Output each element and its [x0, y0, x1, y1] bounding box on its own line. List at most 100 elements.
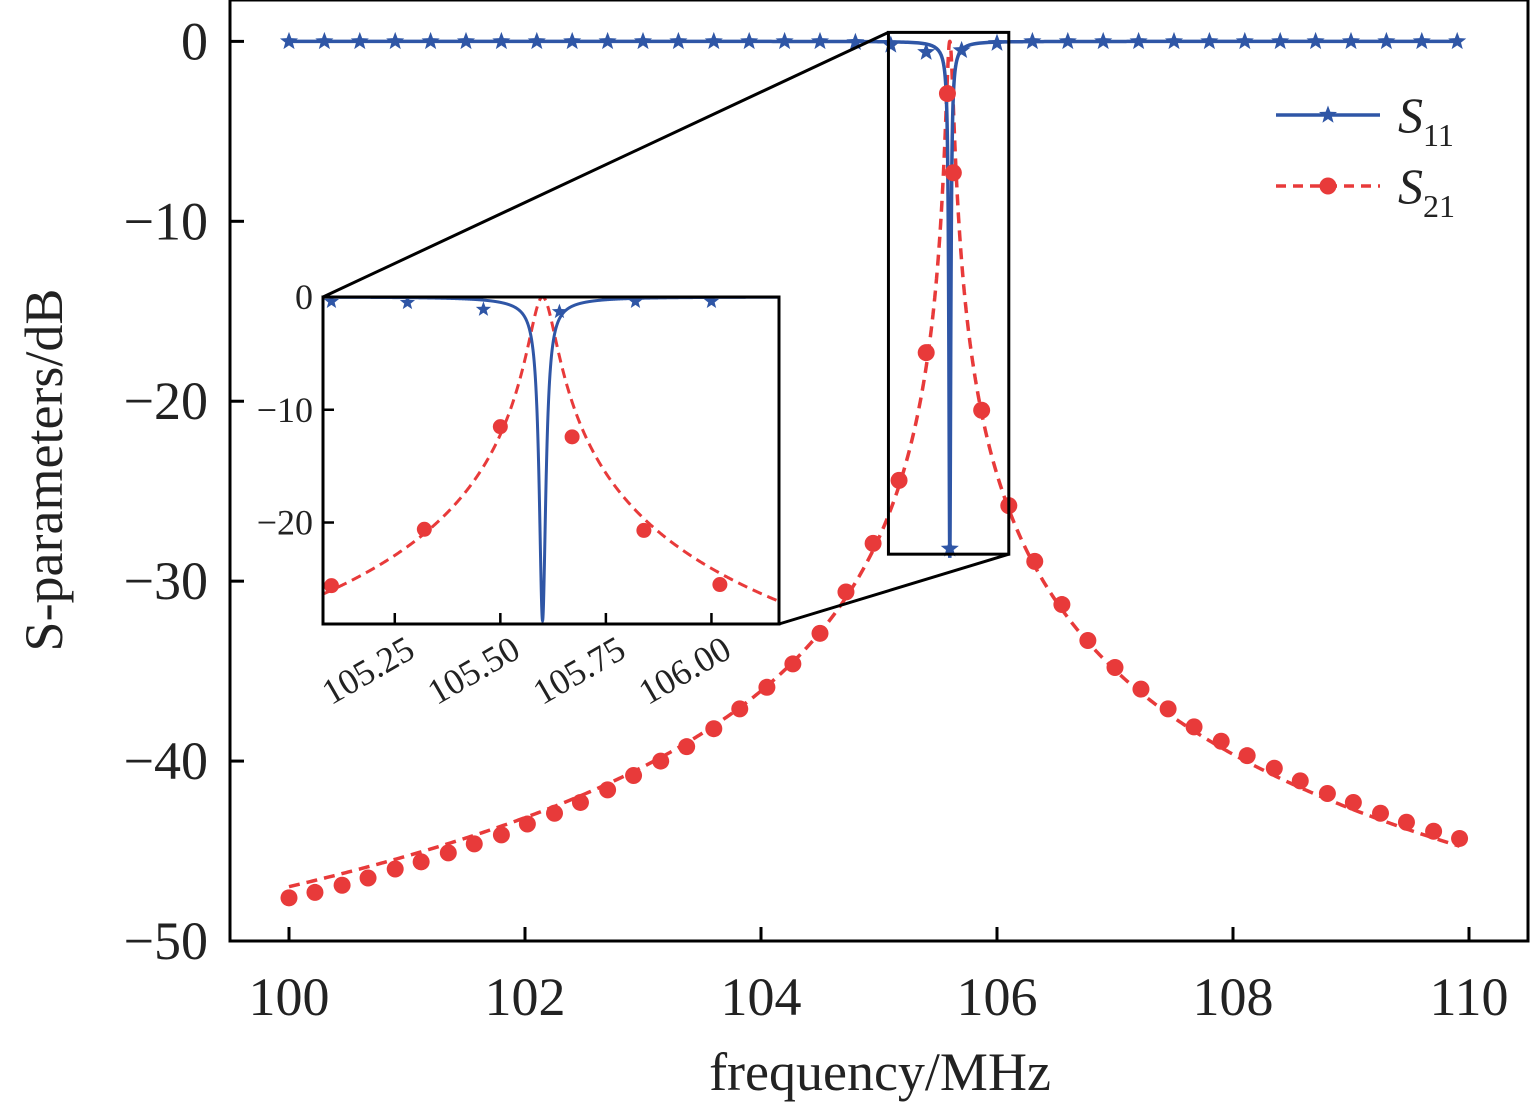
x-tick-label: 100 — [249, 967, 330, 1027]
main-point-s21 — [837, 583, 855, 601]
main-point-s21 — [1053, 596, 1071, 614]
main-point-s21 — [1372, 804, 1389, 822]
y-tick-label: −10 — [124, 191, 208, 251]
main-point-s11 — [633, 31, 653, 50]
inset-point-s11 — [703, 297, 720, 308]
inset-series-line-s21 — [323, 297, 779, 603]
x-axis-title: frequency/MHz — [709, 1042, 1051, 1102]
main-point-s11 — [1306, 31, 1325, 50]
inset-point-s21 — [712, 577, 728, 593]
x-tick-label: 106 — [957, 967, 1038, 1027]
zoom-box — [886, 30, 1011, 556]
x-tick-label: 108 — [1193, 967, 1274, 1027]
main-point-s21 — [973, 401, 991, 419]
y-tick-label: −20 — [124, 371, 208, 431]
main-point-s21 — [546, 804, 563, 822]
main-point-s21 — [1425, 822, 1443, 840]
main-point-s21 — [917, 344, 935, 362]
main-point-s11 — [421, 31, 440, 50]
main-point-s21 — [1238, 747, 1256, 765]
main-point-s11 — [492, 31, 511, 50]
main-point-s21 — [333, 876, 351, 894]
main-point-s21 — [359, 869, 377, 887]
main-point-s11 — [917, 42, 936, 60]
inset-background — [323, 297, 779, 624]
zoom-connector-top — [322, 31, 890, 299]
inset-frame — [321, 295, 781, 626]
main-point-s11 — [1129, 31, 1148, 50]
main-point-s11 — [940, 539, 959, 557]
inset-point-s11 — [323, 297, 340, 308]
main-point-s21 — [518, 815, 536, 833]
main-point-s21 — [938, 85, 956, 103]
main-point-s21 — [944, 164, 962, 182]
main-point-s11 — [1235, 31, 1254, 50]
main-point-s21 — [811, 624, 829, 642]
main-point-s11 — [881, 35, 900, 53]
main-point-s21 — [280, 889, 298, 907]
legend-s11-label: S11 — [1398, 87, 1454, 153]
main-point-s21 — [1212, 732, 1230, 750]
main-point-s21 — [758, 678, 776, 696]
main-point-s21 — [1026, 552, 1044, 570]
main-point-s11 — [1377, 31, 1396, 50]
inset-point-s21 — [636, 522, 652, 538]
main-point-s21 — [784, 655, 802, 673]
main-point-s21 — [492, 826, 510, 844]
main-point-s11 — [987, 33, 1007, 51]
main-point-s11 — [1058, 31, 1077, 50]
main-point-s11 — [669, 31, 688, 50]
main-point-s21 — [1451, 829, 1469, 847]
inset-y-tick-label: −20 — [257, 503, 313, 543]
main-point-s21 — [1132, 680, 1150, 698]
main-point-s21 — [1079, 632, 1097, 650]
main-point-s11 — [350, 31, 369, 50]
legend-s21-label: S21 — [1398, 158, 1455, 224]
main-markers — [279, 31, 1469, 907]
inset-point-s11 — [399, 297, 416, 310]
inset-y-tick-label: −10 — [257, 390, 313, 430]
main-series-line-s21 — [288, 39, 1461, 889]
main-point-s21 — [1265, 759, 1283, 777]
zoom-indicator — [322, 30, 1011, 626]
y-tick-label: −50 — [124, 911, 208, 971]
main-point-s21 — [465, 835, 483, 853]
y-tick-label: 0 — [181, 11, 208, 71]
main-point-s21 — [571, 793, 589, 811]
main-point-s11 — [1023, 31, 1042, 50]
main-point-s21 — [864, 534, 882, 552]
main-point-s11 — [952, 40, 971, 59]
legend-s11-marker — [1318, 105, 1338, 123]
main-point-s11 — [846, 32, 865, 50]
main-point-s21 — [1344, 793, 1362, 811]
main-point-s21 — [412, 853, 430, 871]
x-tick-label: 102 — [485, 967, 566, 1027]
main-point-s11 — [1341, 31, 1361, 50]
main-point-s21 — [1106, 659, 1124, 677]
main-axes: 100 102 104 106 108 110 0 −10 −20 −30 −40 −50 — [124, 11, 1509, 1027]
main-point-s21 — [890, 471, 908, 489]
main-point-s21 — [1159, 700, 1177, 718]
main-point-s11 — [279, 31, 299, 50]
main-point-s11 — [315, 31, 334, 50]
main-point-s21 — [1185, 718, 1203, 736]
main-point-s11 — [1164, 31, 1184, 50]
inset-point-s11 — [475, 301, 492, 316]
main-point-s21 — [652, 752, 670, 770]
main-point-s21 — [1397, 813, 1415, 831]
main-point-s11 — [1412, 31, 1431, 50]
main-point-s21 — [731, 700, 749, 718]
main-point-s21 — [678, 738, 696, 756]
main-point-s11 — [775, 31, 794, 50]
y-tick-label: −30 — [124, 551, 208, 611]
main-point-s11 — [563, 31, 582, 50]
main-point-s21 — [386, 860, 404, 878]
main-plot-area — [288, 39, 1461, 889]
legend: S11 S21 — [1276, 87, 1455, 224]
x-tick-label: 104 — [721, 967, 802, 1027]
zoom-connector-bottom — [778, 552, 1010, 626]
main-point-s21 — [439, 844, 457, 862]
inset-point-s21 — [564, 429, 580, 445]
main-point-s11 — [598, 31, 617, 50]
